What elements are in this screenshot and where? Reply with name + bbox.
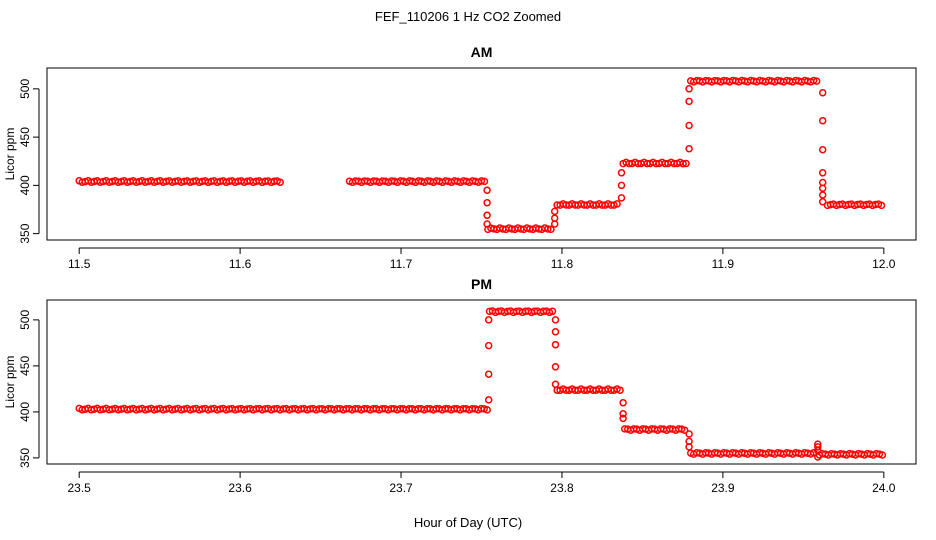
pm-transition-point bbox=[484, 316, 493, 324]
am-transition-point bbox=[483, 220, 491, 228]
pm-x-tick-label: 23.6 bbox=[228, 481, 252, 495]
pm-data-point bbox=[878, 451, 887, 459]
am-series-segment bbox=[619, 158, 690, 168]
am-data-point bbox=[877, 201, 886, 210]
pm-series-segment bbox=[686, 448, 818, 458]
am-data-point bbox=[682, 159, 690, 168]
am-data-point bbox=[547, 225, 555, 234]
am-transition-point bbox=[617, 194, 626, 202]
am-x-tick-label: 12.0 bbox=[872, 257, 896, 271]
am-transition-point bbox=[818, 145, 827, 154]
am-x-tick-label: 11.7 bbox=[390, 257, 413, 271]
am-transition-point bbox=[483, 186, 491, 194]
pm-transition-point bbox=[484, 370, 493, 378]
pm-transition-point bbox=[619, 410, 627, 418]
am-transition-point bbox=[685, 85, 693, 93]
pm-x-tick-label: 23.5 bbox=[68, 481, 92, 495]
pm-x-tick-label: 23.9 bbox=[711, 481, 735, 495]
am-data-point bbox=[809, 76, 818, 85]
am-data-point bbox=[812, 77, 821, 85]
pm-transition-point bbox=[551, 328, 560, 336]
am-transition-point bbox=[483, 211, 491, 220]
pm-y-tick-label: 450 bbox=[18, 356, 32, 376]
am-transition-point bbox=[550, 207, 559, 216]
am-panel-title: AM bbox=[471, 44, 493, 60]
am-transition-point bbox=[685, 97, 693, 106]
am-y-tick-label: 350 bbox=[18, 223, 32, 243]
pm-transition-point bbox=[484, 396, 493, 404]
am-transition-point bbox=[818, 191, 827, 199]
am-transition-point bbox=[818, 169, 827, 177]
x-axis-title: Hour of Day (UTC) bbox=[413, 515, 523, 530]
pm-series-segment bbox=[553, 385, 624, 395]
am-x-tick-label: 11.9 bbox=[712, 257, 735, 271]
am-series-segment bbox=[823, 200, 886, 210]
am-transition-point bbox=[617, 181, 626, 190]
am-transition-point bbox=[685, 144, 693, 153]
am-data-point bbox=[480, 177, 489, 186]
am-series-segment bbox=[686, 76, 821, 86]
am-transition-point bbox=[818, 88, 827, 97]
pm-data-point bbox=[483, 406, 491, 414]
pm-series-segment bbox=[620, 425, 689, 434]
am-data-point bbox=[613, 200, 621, 208]
pm-transition-point bbox=[619, 398, 627, 407]
am-data-point bbox=[679, 159, 687, 168]
pm-transition-point bbox=[814, 453, 822, 461]
am-transition-point bbox=[617, 169, 626, 177]
pm-transition-point bbox=[619, 414, 627, 423]
am-series-segment bbox=[345, 177, 489, 187]
am-transition-point bbox=[818, 116, 827, 125]
pm-data-point bbox=[680, 426, 689, 434]
pm-x-tick-label: 23.8 bbox=[550, 481, 574, 495]
pm-panel-title: PM bbox=[471, 276, 492, 292]
pm-series-segment bbox=[485, 307, 557, 317]
am-transition-point bbox=[550, 214, 559, 222]
pm-y-tick-label: 350 bbox=[18, 448, 32, 468]
pm-transition-point bbox=[551, 380, 560, 389]
am-y-tick-label: 500 bbox=[18, 79, 32, 99]
pm-plot-frame bbox=[46, 299, 917, 465]
am-data-point bbox=[477, 177, 486, 185]
pm-x-tick-label: 24.0 bbox=[872, 481, 896, 495]
pm-transition-point bbox=[685, 443, 693, 451]
am-transition-point bbox=[483, 198, 491, 207]
am-x-tick-label: 11.8 bbox=[551, 257, 574, 271]
am-data-point bbox=[276, 178, 284, 187]
am-x-tick-label: 11.5 bbox=[68, 257, 91, 271]
am-y-tick-label: 450 bbox=[18, 127, 32, 147]
pm-transition-point bbox=[685, 430, 693, 438]
am-y-tick-label: 400 bbox=[18, 175, 32, 195]
am-plot-frame bbox=[46, 67, 917, 241]
pm-transition-point bbox=[814, 443, 822, 451]
am-series-segment bbox=[553, 200, 621, 209]
pm-y-axis-title: Licor ppm bbox=[3, 356, 17, 409]
am-y-axis-title: Licor ppm bbox=[3, 128, 17, 181]
am-series-segment bbox=[75, 177, 284, 187]
am-transition-point bbox=[685, 121, 693, 130]
am-series-segment bbox=[484, 224, 555, 234]
pm-y-tick-label: 400 bbox=[18, 402, 32, 422]
am-x-tick-label: 11.6 bbox=[229, 257, 252, 271]
pm-transition-point bbox=[551, 316, 560, 324]
pm-series-segment bbox=[75, 404, 491, 414]
pm-data-point bbox=[548, 307, 557, 316]
am-data-point bbox=[544, 225, 552, 233]
am-transition-point bbox=[818, 198, 827, 206]
pm-x-tick-label: 23.7 bbox=[389, 481, 413, 495]
pm-transition-point bbox=[551, 363, 560, 371]
pm-data-point bbox=[616, 386, 624, 394]
pm-y-tick-label: 500 bbox=[18, 310, 32, 330]
pm-transition-point bbox=[551, 340, 560, 349]
pm-series-segment bbox=[815, 449, 887, 459]
figure-title: FEF_110206 1 Hz CO2 Zoomed bbox=[374, 9, 562, 24]
pm-transition-point bbox=[484, 341, 493, 350]
